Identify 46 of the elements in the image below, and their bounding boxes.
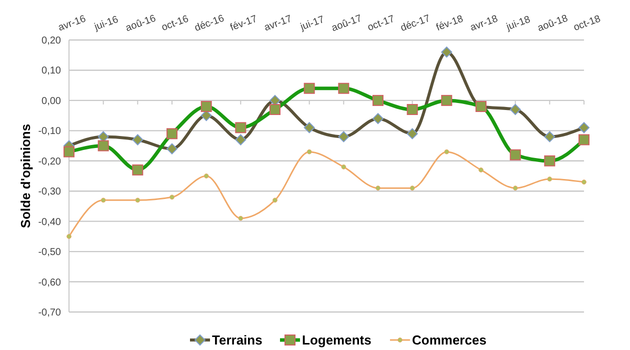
x-tick-label: aoû-16 xyxy=(124,13,158,34)
y-tick-label: 0,00 xyxy=(42,96,62,107)
point xyxy=(204,174,209,178)
point xyxy=(66,234,72,239)
point xyxy=(170,194,174,200)
point xyxy=(341,164,346,170)
legend-label: Logements xyxy=(302,332,372,348)
point xyxy=(238,216,244,221)
point xyxy=(306,149,312,154)
point xyxy=(444,149,450,154)
legend-label: Terrains xyxy=(212,332,262,348)
x-tick-label: avr-18 xyxy=(468,13,500,34)
x-tick-label: déc-16 xyxy=(193,13,226,34)
x-tick-label: jui-18 xyxy=(504,14,532,34)
y-axis-title: Solde d'opinions xyxy=(18,124,33,228)
y-tick-label: 0,20 xyxy=(42,36,62,46)
legend-label: Commerces xyxy=(412,332,486,348)
x-tick-label: avr-16 xyxy=(56,13,88,34)
x-tick-label: jui-16 xyxy=(92,14,120,34)
point xyxy=(100,198,106,203)
y-tick-label: -0,50 xyxy=(38,247,62,258)
point xyxy=(376,186,380,191)
x-tick-label: fév-17 xyxy=(228,14,260,34)
point xyxy=(272,198,278,203)
y-tick-label: -0,30 xyxy=(38,186,62,198)
y-tick-label: -0,10 xyxy=(38,126,62,138)
x-tick-label: oct-16 xyxy=(160,14,190,34)
point xyxy=(135,198,140,203)
x-tick-label: jui-17 xyxy=(298,14,326,34)
x-tick-label: avr-17 xyxy=(262,13,294,34)
y-tick-label: -0,70 xyxy=(38,308,62,318)
y-tick-label: -0,40 xyxy=(38,216,62,228)
point xyxy=(478,168,484,172)
x-tick-label: déc-17 xyxy=(399,13,432,34)
x-tick-label: oct-18 xyxy=(572,14,602,34)
y-tick-label: -0,20 xyxy=(38,156,62,168)
y-tick-label: -0,60 xyxy=(38,277,62,288)
point xyxy=(410,186,415,191)
x-tick-label: aoû-18 xyxy=(536,13,570,34)
x-tick-label: oct-17 xyxy=(366,14,396,34)
point xyxy=(512,186,518,191)
x-tick-label: aoû-17 xyxy=(330,13,364,34)
point xyxy=(547,176,552,182)
x-tick-label: fév-18 xyxy=(434,14,466,34)
point xyxy=(582,180,586,184)
y-tick-label: 0,10 xyxy=(42,66,62,77)
